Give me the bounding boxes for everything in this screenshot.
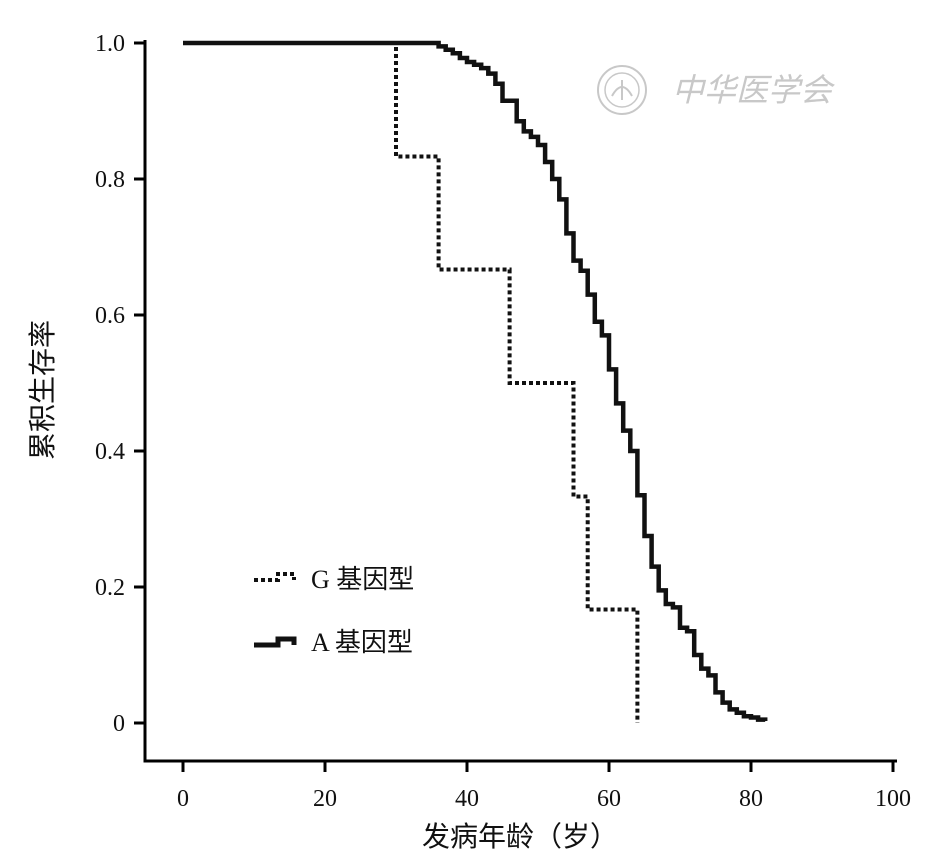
watermark: 中华医学会: [597, 65, 835, 115]
series-layer: [183, 40, 768, 723]
watermark-seal-icon: [597, 65, 647, 115]
series-line-g: [183, 41, 640, 723]
legend-swatch-g: [254, 572, 296, 582]
y-tick-label: 1.0: [95, 31, 125, 57]
x-tick-label: 20: [313, 786, 337, 812]
y-tick-label: 0: [113, 711, 125, 737]
x-tick-label: 80: [739, 786, 763, 812]
legend-label-g: G 基因型: [311, 565, 414, 594]
series-line-a: [183, 40, 768, 722]
watermark-text: 中华医学会: [672, 71, 835, 109]
legend: G 基因型 A 基因型: [254, 565, 414, 657]
y-tick-label: 0.8: [95, 167, 125, 193]
x-tick-label: 100: [875, 786, 911, 812]
x-tick-label: 40: [455, 786, 479, 812]
y-tick-label: 0.4: [95, 439, 125, 465]
x-tick-label: 60: [597, 786, 621, 812]
axis-ticks: 0 20 40 60 80 100 0 0.2 0.4 0.6 0.8 1.0: [95, 31, 911, 812]
x-axis-title: 发病年龄（岁）: [422, 820, 618, 853]
legend-label-a: A 基因型: [311, 628, 413, 657]
legend-swatch-a: [254, 636, 297, 648]
y-tick-label: 0.6: [95, 303, 125, 329]
legend-item-a: A 基因型: [254, 628, 413, 657]
x-tick-label: 0: [177, 786, 189, 812]
legend-item-g: G 基因型: [254, 565, 414, 594]
y-tick-label: 0.2: [95, 575, 125, 601]
y-axis-title: 累积生存率: [26, 320, 59, 460]
